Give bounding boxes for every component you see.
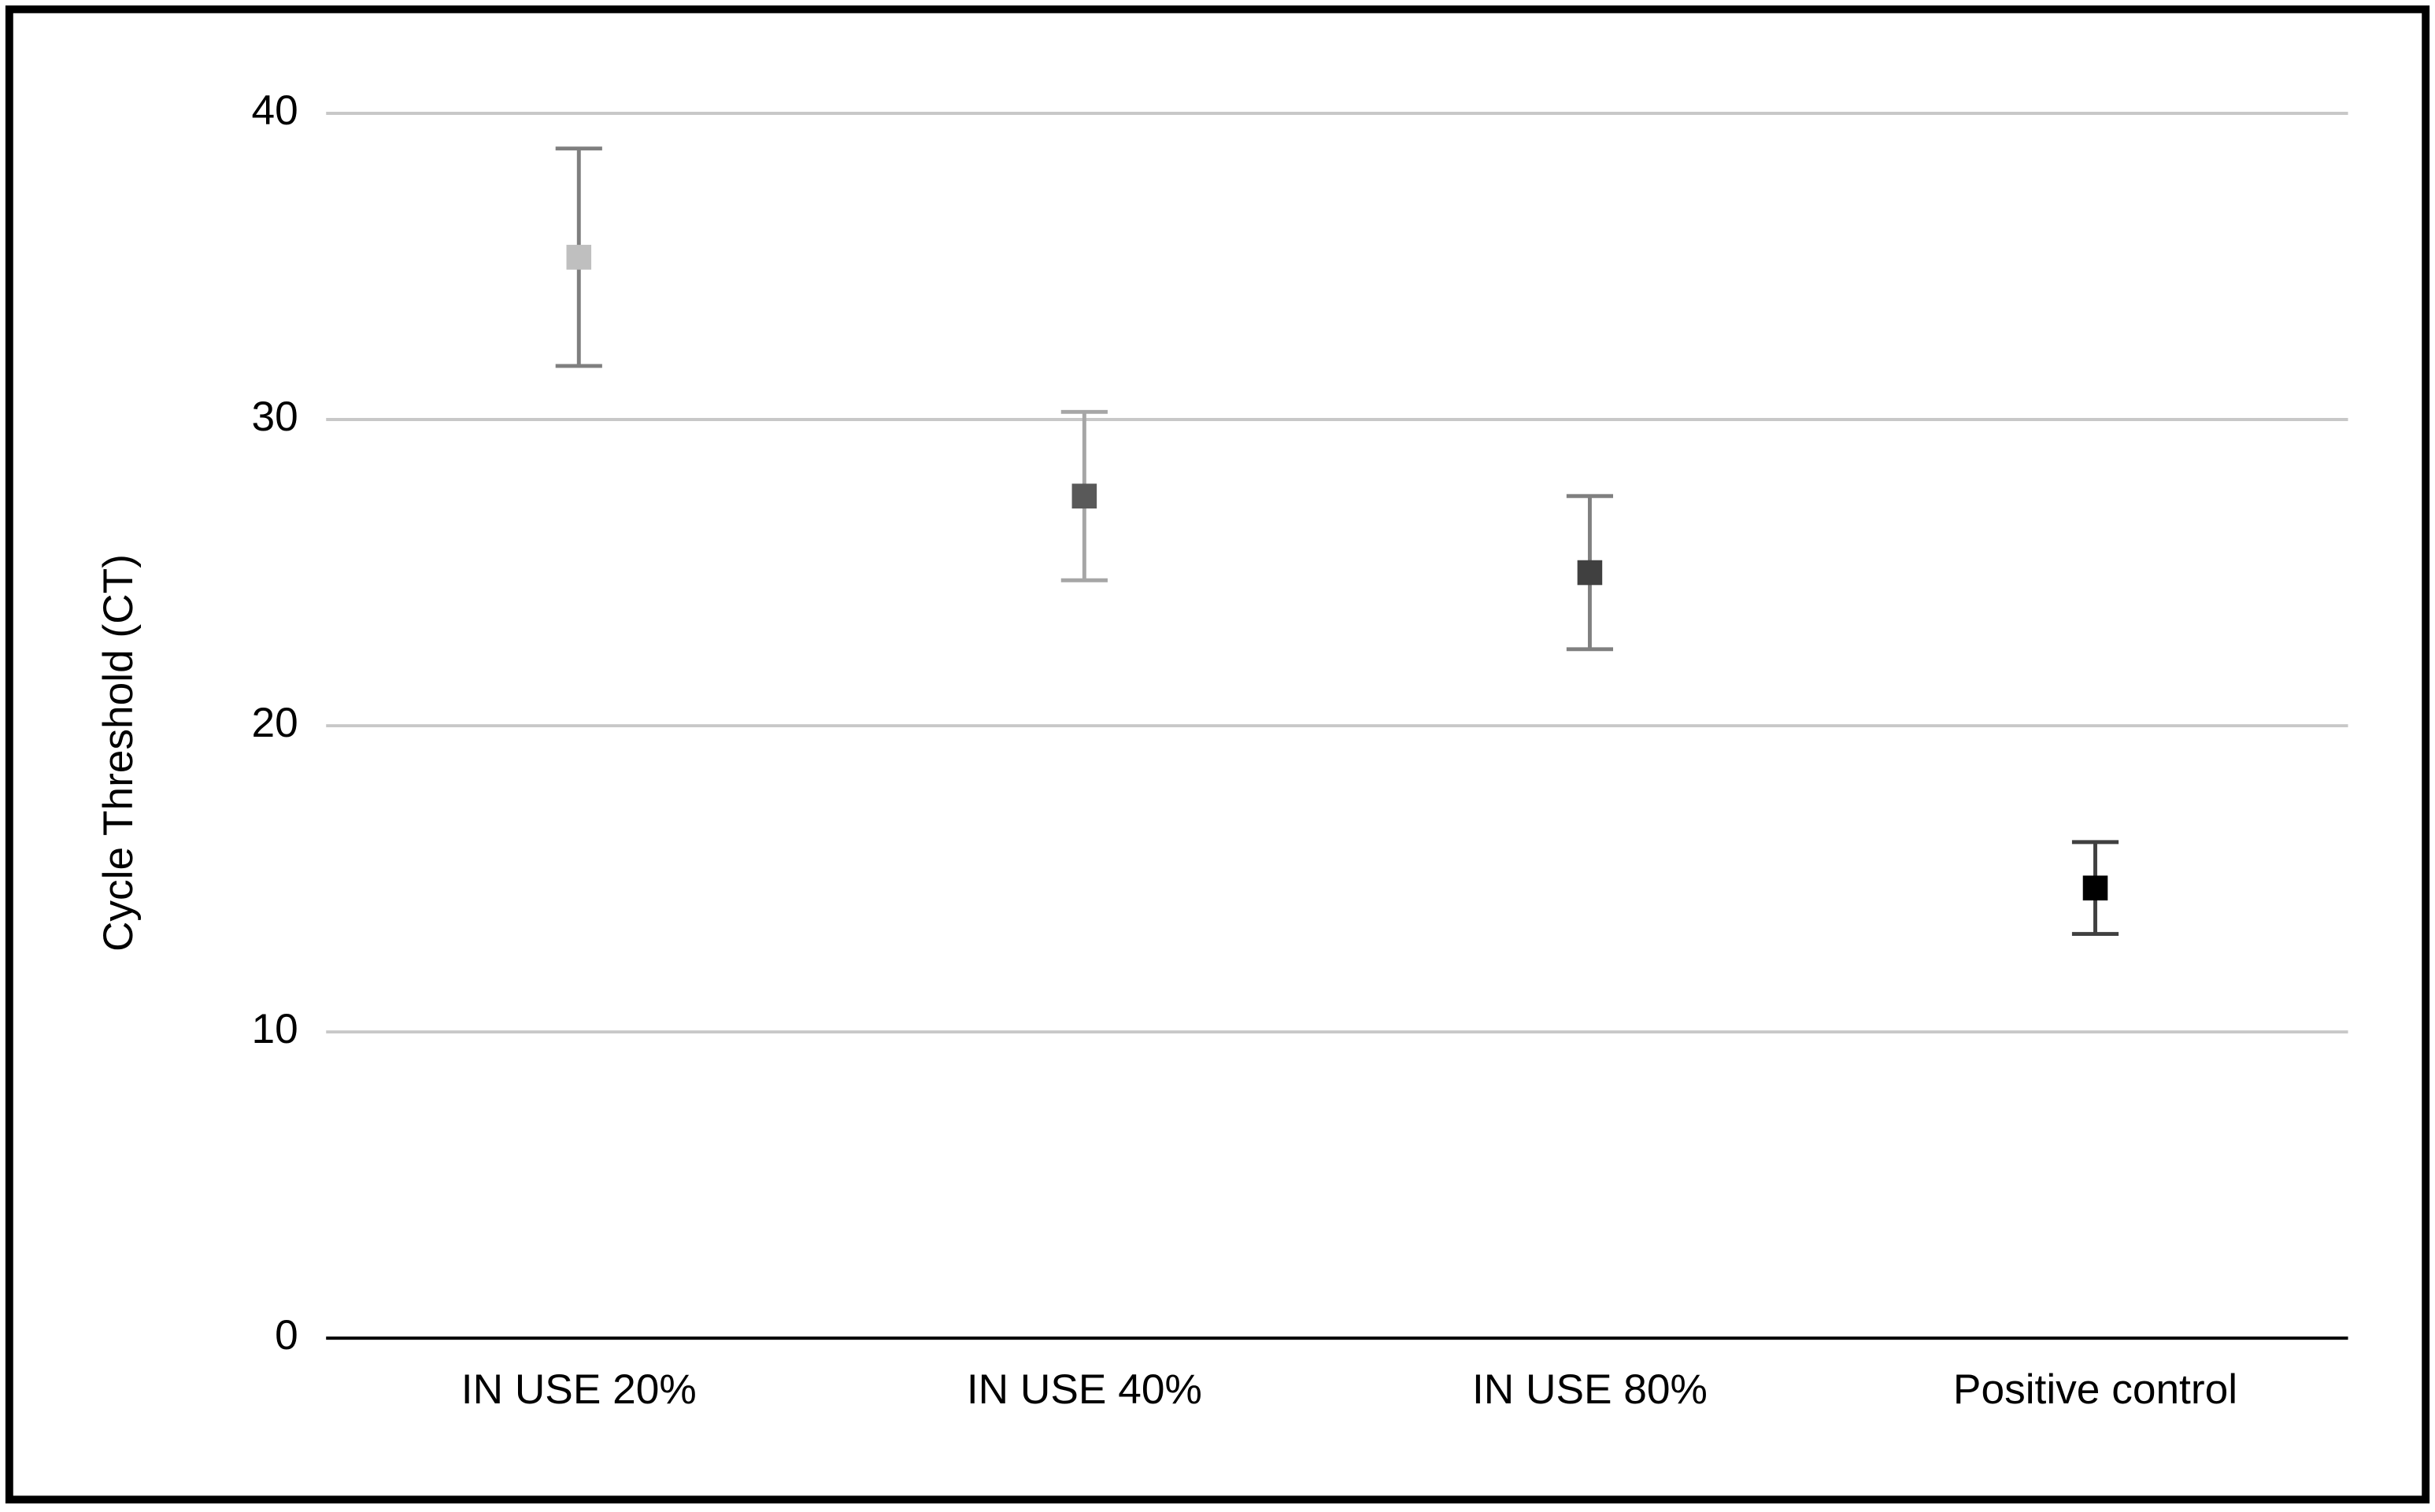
frame: [5, 5, 2430, 1504]
x-tick-label: IN USE 40%: [967, 1366, 1202, 1413]
x-tick-label: IN USE 20%: [461, 1366, 697, 1413]
marker: [1071, 483, 1097, 509]
y-tick-label: 30: [251, 394, 298, 440]
x-tick-label: Positive control: [1953, 1366, 2237, 1413]
y-axis-label: Cycle Threshold (CT): [95, 554, 142, 952]
x-tick-label: IN USE 80%: [1472, 1366, 1708, 1413]
y-tick-label: 0: [275, 1312, 298, 1359]
marker: [2082, 875, 2108, 901]
marker: [1577, 560, 1603, 586]
y-tick-label: 20: [251, 700, 298, 746]
y-tick-label: 10: [251, 1006, 298, 1052]
marker: [566, 245, 592, 270]
y-tick-label: 40: [251, 87, 298, 134]
